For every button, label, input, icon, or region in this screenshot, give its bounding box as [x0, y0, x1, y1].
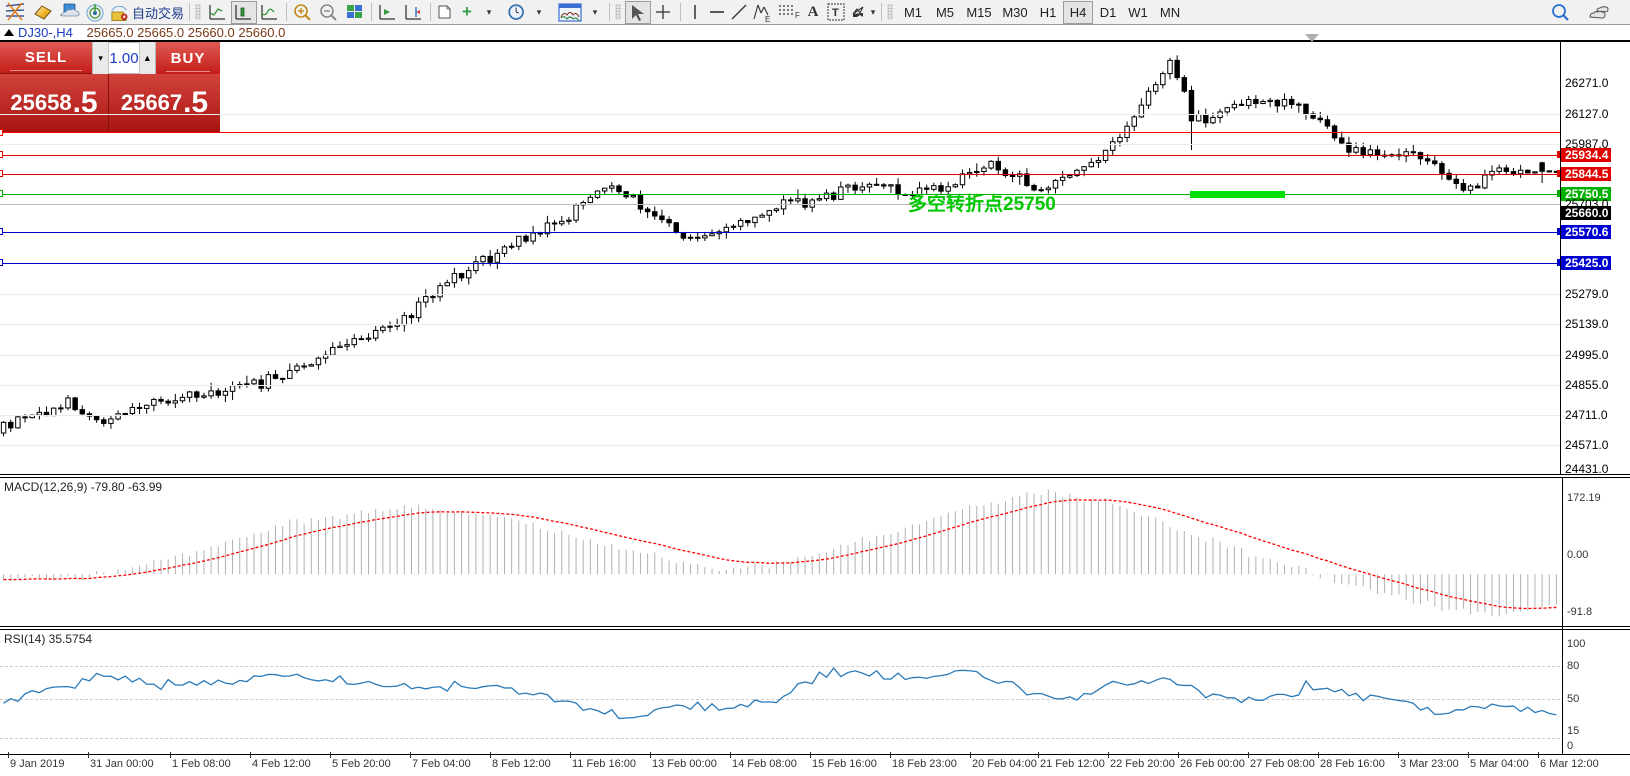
svg-text:E: E	[765, 15, 770, 22]
svg-text:T: T	[832, 7, 839, 19]
